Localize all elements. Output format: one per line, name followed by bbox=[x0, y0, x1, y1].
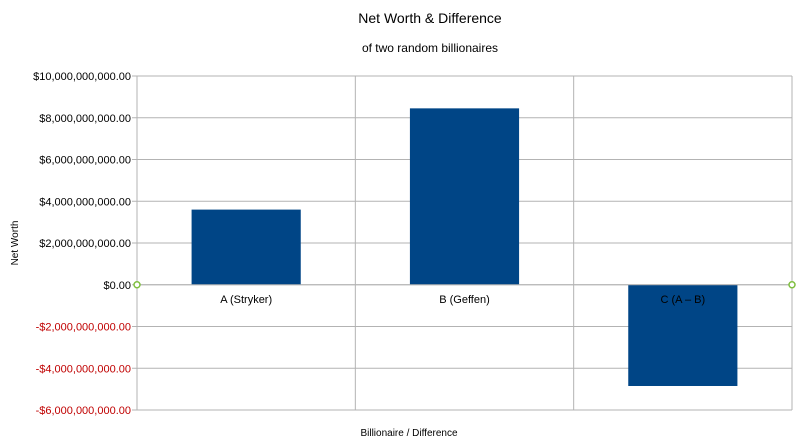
x-axis-label: Billionaire / Difference bbox=[360, 428, 458, 439]
y-tick-label: $0.00 bbox=[103, 280, 131, 292]
y-tick-label: -$2,000,000,000.00 bbox=[36, 322, 131, 334]
bar bbox=[409, 108, 520, 285]
y-tick-label: $10,000,000,000.00 bbox=[33, 71, 131, 83]
zero-line bbox=[133, 281, 796, 289]
y-tick-label: $8,000,000,000.00 bbox=[39, 113, 131, 125]
x-tick-label: A (Stryker) bbox=[220, 294, 272, 306]
chart-subtitle: of two random billionaires bbox=[362, 41, 498, 55]
y-tick-label: -$4,000,000,000.00 bbox=[36, 363, 131, 375]
y-tick-label: $6,000,000,000.00 bbox=[39, 155, 131, 167]
y-tick-labels: $10,000,000,000.00 $8,000,000,000.00 $6,00… bbox=[33, 71, 131, 417]
zero-line-handle-left bbox=[133, 281, 141, 289]
y-tick-label: $4,000,000,000.00 bbox=[39, 196, 131, 208]
chart-title: Net Worth & Difference bbox=[358, 10, 502, 26]
y-axis-label: Net Worth bbox=[10, 221, 21, 266]
y-tick-label: $2,000,000,000.00 bbox=[39, 238, 131, 250]
bar bbox=[628, 284, 738, 386]
x-tick-label: B (Geffen) bbox=[439, 294, 490, 306]
bar bbox=[191, 209, 301, 285]
bars bbox=[191, 108, 738, 386]
x-tick-label: C (A – B) bbox=[661, 294, 706, 306]
y-tick-label: -$6,000,000,000.00 bbox=[36, 405, 131, 417]
category-labels: A (Stryker) B (Geffen) C (A – B) bbox=[220, 294, 705, 306]
zero-line-handle-right bbox=[788, 281, 796, 289]
